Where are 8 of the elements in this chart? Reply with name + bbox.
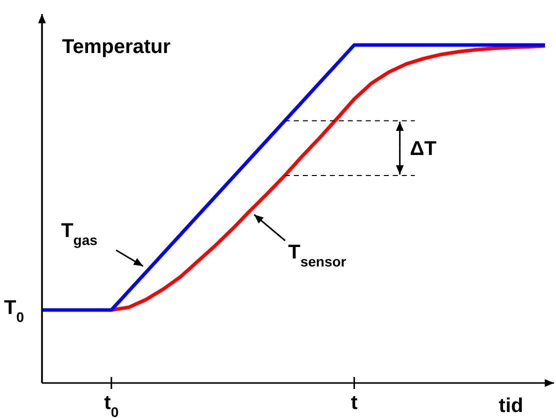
- x-tick-label: t: [350, 392, 358, 414]
- x-tick-label: t$_{0}$: [104, 392, 119, 418]
- annotation: ΔT: [410, 138, 436, 160]
- text: T$_{sensor}$: [288, 242, 347, 270]
- text: T$_{gas}$: [61, 220, 98, 248]
- y-axis-title: Temperatur: [62, 36, 171, 58]
- text: T$_{0}$: [4, 296, 24, 325]
- x-axis-title: tid: [498, 395, 524, 417]
